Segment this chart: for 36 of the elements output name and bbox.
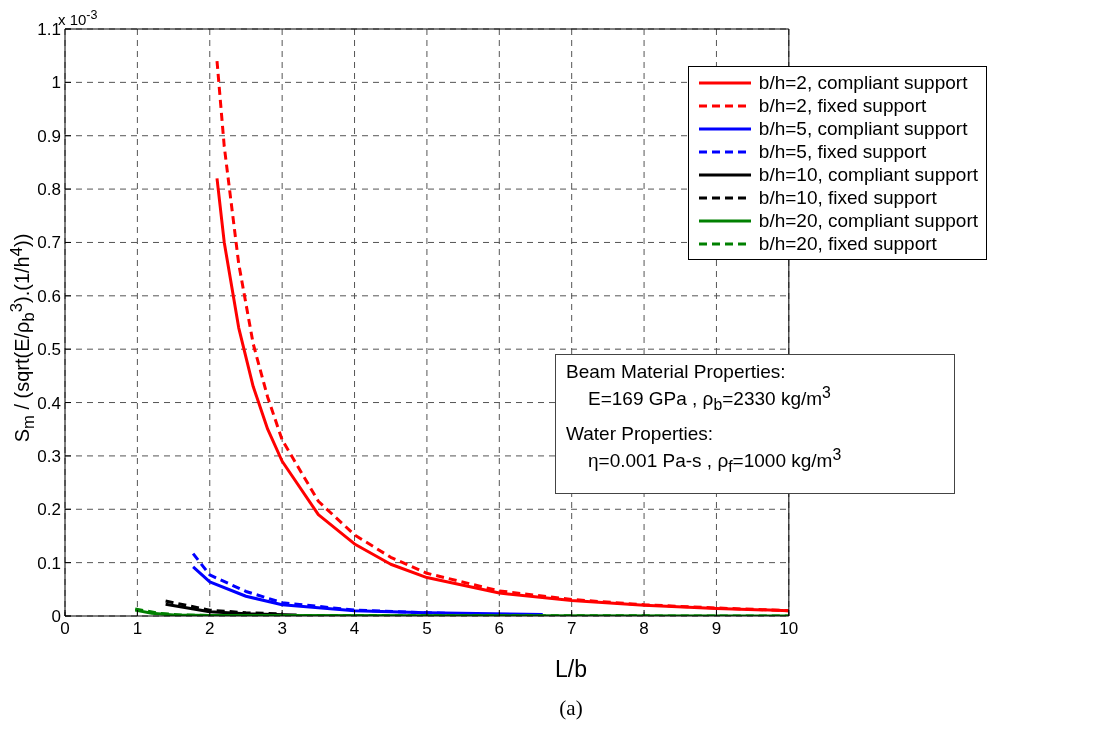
y-tick-label: 0.2 (37, 500, 61, 520)
x-tick-label: 10 (779, 619, 799, 639)
x-tick-label: 7 (566, 619, 577, 639)
legend-label: b/h=5, fixed support (758, 140, 927, 163)
text: x 10$^{-3}$ (58, 8, 98, 28)
y-tick-label: 0.1 (37, 553, 61, 573)
y-tick-label: 1.1 (37, 20, 61, 40)
x-tick-label: 5 (422, 619, 432, 639)
x-tick-label: 1 (132, 619, 143, 639)
x-tick-label: 6 (494, 619, 505, 639)
x-tick-label: 2 (205, 619, 215, 639)
legend-label: b/h=2, fixed support (758, 94, 927, 117)
y-tick-label: 0.6 (37, 286, 61, 306)
legend-label: b/h=10, fixed support (758, 186, 937, 209)
y-tick-label: 0.5 (37, 340, 61, 360)
legend-label: b/h=2, compliant support (758, 71, 968, 94)
annotation: η=0.001 Pa-s , ρ$_{f}$=1000 kg/m$^{3}$ (588, 445, 843, 478)
annotation: Beam Material Properties: (566, 361, 787, 382)
y-tick-label: 0.4 (37, 393, 61, 413)
text: (a) (559, 696, 583, 721)
legend-label: b/h=20, compliant support (758, 209, 978, 232)
x-tick-label: 4 (349, 619, 360, 639)
legend-label: b/h=5, compliant support (758, 117, 968, 140)
y-tick-label: 0.8 (37, 180, 61, 200)
legend-label: b/h=10, compliant support (758, 163, 978, 186)
annotation: E=169 GPa , ρ$_{b}$=2330 kg/m$^{3}$ (588, 383, 832, 416)
x-axis-title: L/b (555, 656, 587, 683)
y-tick-label: 0.3 (37, 446, 61, 466)
x-tick-label: 9 (711, 619, 722, 639)
x-tick-label: 3 (277, 619, 287, 639)
x-tick-label: 8 (639, 619, 649, 639)
annotation: Water Properties: (566, 423, 715, 445)
y-tick-label: 0.7 (37, 233, 61, 253)
legend-label: b/h=20, fixed support (758, 232, 937, 255)
y-tick-label: 0.9 (37, 126, 61, 146)
y-tick-label: 1 (51, 73, 61, 93)
